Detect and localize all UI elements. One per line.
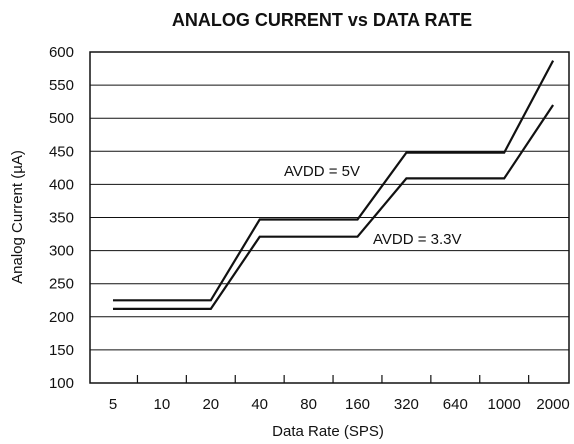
x-axis: 5 10 20 40 80 160 320 640 1000 2000 xyxy=(109,375,570,413)
y-axis: 100 150 200 250 300 350 400 450 500 550 600 xyxy=(49,44,74,392)
y-tick-label: 100 xyxy=(49,375,74,392)
x-tick-label: 2000 xyxy=(536,396,569,413)
y-tick-label: 600 xyxy=(49,44,74,61)
x-tick-label: 160 xyxy=(345,396,370,413)
y-tick-label: 400 xyxy=(49,176,74,193)
x-tick-label: 1000 xyxy=(488,396,521,413)
series-label-avdd-3-3v: AVDD = 3.3V xyxy=(373,231,462,248)
y-axis-label: Analog Current (µA) xyxy=(9,150,26,284)
x-tick-label: 5 xyxy=(109,396,117,413)
x-tick-label: 320 xyxy=(394,396,419,413)
x-tick-label: 40 xyxy=(251,396,268,413)
series-label-avdd-5v: AVDD = 5V xyxy=(284,163,360,180)
x-tick-label: 80 xyxy=(300,396,317,413)
plot-area xyxy=(89,51,570,384)
series-line-avdd-3-3v xyxy=(113,104,555,310)
x-axis-label: Data Rate (SPS) xyxy=(272,423,384,440)
chart-title: ANALOG CURRENT vs DATA RATE xyxy=(172,10,472,30)
y-tick-label: 550 xyxy=(49,77,74,94)
y-tick-label: 300 xyxy=(49,243,74,260)
y-tick-label: 200 xyxy=(49,309,74,326)
gridlines xyxy=(90,84,569,351)
y-tick-label: 350 xyxy=(49,210,74,227)
series-line-avdd-5v xyxy=(113,60,555,302)
x-tick-label: 10 xyxy=(154,396,171,413)
x-tick-label: 20 xyxy=(202,396,219,413)
y-tick-label: 150 xyxy=(49,342,74,359)
x-tick-label: 640 xyxy=(443,396,468,413)
y-tick-label: 500 xyxy=(49,110,74,127)
y-tick-label: 450 xyxy=(49,143,74,160)
y-tick-label: 250 xyxy=(49,276,74,293)
series-lines xyxy=(112,60,555,310)
